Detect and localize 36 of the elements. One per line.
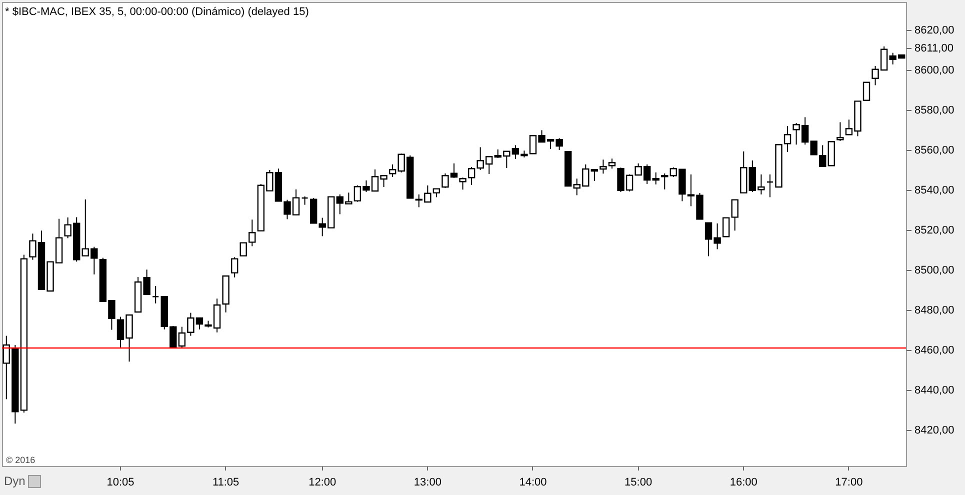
y-tick-label: 8580,00: [914, 104, 954, 116]
x-tick-label: 11:05: [212, 476, 240, 488]
y-tick-label: 8540,00: [914, 184, 954, 196]
annotation: © 2016: [6, 455, 36, 465]
x-tick-label: 15:00: [624, 476, 652, 488]
x-tick-label: 10:05: [106, 476, 134, 488]
x-tick-label: 17:00: [835, 476, 863, 488]
x-tick-label: 14:00: [519, 476, 547, 488]
candlestick: [819, 144, 826, 168]
y-tick-label: 8620,00: [914, 24, 954, 36]
y-tick-label: 8520,00: [914, 224, 954, 236]
candlestick: [722, 217, 730, 238]
candlestick: [828, 141, 835, 166]
y-tick-label: 8420,00: [914, 424, 954, 436]
candlestick: [731, 199, 738, 232]
x-tick-label: 16:00: [730, 476, 758, 488]
candlestick: [661, 172, 668, 190]
chart-title: * $IBC-MAC, IBEX 35, 5, 00:00-00:00 (Dinámico) (delayed 15): [5, 6, 309, 18]
x-tick-label: 13:00: [414, 476, 442, 488]
y-tick-label: 8611,00: [914, 42, 954, 54]
candlestick: [652, 172, 660, 185]
candlestick: [836, 122, 844, 142]
candlestick: [766, 174, 774, 198]
candlestick: [784, 126, 792, 152]
y-tick-label: 8560,00: [914, 144, 954, 156]
x-tick-label: 12:00: [308, 476, 336, 488]
y-tick-label: 8500,00: [914, 264, 954, 276]
y-tick-label: 8440,00: [914, 384, 954, 396]
y-tick-label: 8480,00: [914, 304, 954, 316]
candlestick: [230, 256, 238, 278]
candlestick: [608, 158, 616, 170]
candlestick: [459, 177, 466, 190]
candlestick: [152, 286, 160, 304]
y-tick-label: 8600,00: [914, 64, 954, 76]
text: Dyn: [4, 474, 26, 488]
y-tick-label: 8460,00: [914, 344, 954, 356]
